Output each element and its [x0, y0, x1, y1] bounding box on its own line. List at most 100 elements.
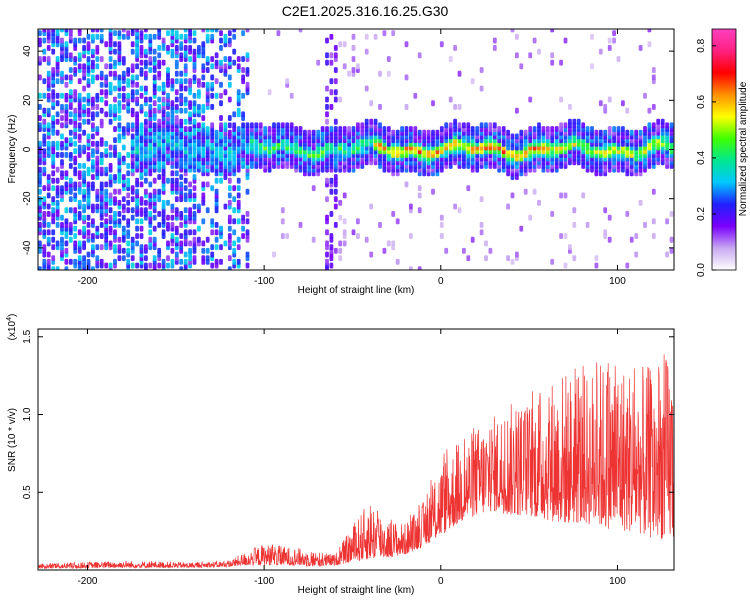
spectrogram-cell: [214, 92, 219, 99]
spectrogram-cell: [329, 233, 334, 239]
spectrogram-cell: [325, 59, 329, 66]
spectrogram-cell: [550, 211, 555, 217]
spectrogram-cell: [55, 118, 60, 125]
spectrogram-cell: [638, 199, 643, 206]
spectrogram-cell: [77, 63, 82, 70]
spectrogram-cell: [333, 96, 338, 103]
spectrogram-cell: [638, 129, 643, 136]
spectrogram-cell: [130, 29, 135, 33]
spectrogram-cell: [117, 41, 122, 48]
spectrogram-cell: [492, 37, 497, 44]
spectrogram-cell: [108, 56, 113, 62]
spectrogram-cell: [188, 181, 192, 188]
spectrogram-cell: [417, 129, 422, 136]
spectrogram-cell: [91, 122, 95, 129]
spectrogram-cell: [157, 262, 162, 269]
spectrogram-cell: [227, 74, 232, 81]
spectrogram-cell: [46, 258, 51, 265]
spectrogram-cell: [99, 107, 104, 114]
spectrogram-cell: [236, 107, 241, 114]
spectrogram-cell: [148, 192, 153, 199]
spectrogram-cell: [634, 251, 639, 258]
spectrogram-cell: [188, 240, 192, 247]
spectrogram-cell: [333, 222, 338, 228]
spectrogram-cell: [82, 37, 86, 44]
spectrogram-cell: [651, 233, 656, 239]
spectrogram-cell: [38, 222, 42, 228]
spectrogram-cell: [214, 177, 219, 184]
spectrogram-cell: [104, 89, 109, 96]
spectrogram-cell: [135, 177, 139, 184]
spectrogram-cell: [113, 188, 117, 195]
spectrogram-cell: [245, 52, 250, 59]
spectrogram-cell: [325, 258, 329, 265]
spectrogram-cell: [86, 118, 91, 125]
spectrogram-cell: [241, 122, 245, 129]
spectrogram-cell: [91, 203, 95, 210]
spectrogram-cell: [236, 177, 241, 184]
spectrogram-cell: [223, 89, 228, 96]
spectrogram-cell: [82, 85, 86, 92]
spectrogram-cell: [130, 122, 135, 129]
spectrogram-cell: [492, 45, 497, 51]
spectrogram-cell: [183, 177, 188, 184]
spectrogram-cell: [386, 240, 391, 247]
spectrogram-cell: [64, 92, 69, 99]
spectrogram-cell: [144, 85, 148, 92]
spectrogram-cell: [121, 255, 126, 262]
spectrogram-cell: [369, 118, 374, 125]
snr-panel: -200 -100 0 100 0.5 1.0 1.5 Height of straight…: [6, 314, 675, 596]
spectrogram-cell: [192, 74, 197, 81]
spectrogram-cell: [563, 122, 568, 129]
spectrogram-cell: [108, 163, 113, 169]
spectrogram-cell: [219, 244, 223, 251]
spectrogram-cell: [55, 240, 60, 247]
spectrogram-cell: [448, 56, 453, 62]
spectrogram-cell: [236, 89, 241, 96]
spectrogram-cell: [152, 74, 157, 81]
spectrogram-cell: [139, 207, 144, 214]
spectrogram-cell: [197, 203, 201, 210]
spectrogram-cell: [130, 196, 135, 203]
spectrogram-cell: [174, 70, 179, 77]
spectrogram-cell: [439, 233, 444, 239]
spectrogram-cell: [117, 255, 122, 262]
spectrogram-cell: [280, 218, 285, 225]
spectrogram-cell: [64, 74, 69, 81]
spectrogram-cell: [121, 33, 126, 40]
spectrogram-cell: [152, 100, 157, 107]
spectrogram-cell: [91, 59, 95, 66]
spectrogram-cell: [51, 177, 56, 184]
spectrogram-cell: [183, 118, 188, 125]
spectrogram-cell: [99, 222, 104, 228]
spectrogram-cell: [77, 78, 82, 85]
spectrogram-cell: [515, 133, 519, 140]
spectrogram-cell: [38, 122, 42, 129]
spectrogram-cell: [311, 236, 316, 243]
spectrogram-cell: [378, 70, 382, 77]
spectrogram-cell: [227, 177, 232, 184]
spectrogram-cell: [378, 122, 382, 129]
spectrogram-cell: [51, 207, 56, 214]
spectrogram-cell: [634, 129, 639, 136]
spectrogram-cell: [73, 56, 78, 62]
spectrogram-cell: [232, 218, 237, 225]
spectrogram-cell: [121, 174, 126, 180]
spectrogram-cell: [369, 251, 374, 258]
spectrogram-cell: [227, 214, 232, 221]
spectrogram-cell: [126, 92, 131, 99]
colorbar-tick-label: 0.4: [696, 151, 707, 165]
spectrogram-cell: [532, 188, 537, 195]
spectrogram-cell: [484, 122, 488, 129]
spectrogram-cell: [413, 126, 418, 132]
spectrogram-cell: [121, 85, 126, 92]
spectrogram-cell: [99, 244, 104, 251]
spectrogram-cell: [91, 48, 95, 55]
spectrogram-cell: [333, 196, 338, 203]
spectrogram-cell: [130, 255, 135, 262]
spectrogram-cell: [166, 199, 170, 206]
y-tick-label: 1.5: [22, 329, 33, 343]
spectrogram-cell: [298, 126, 303, 132]
spectrogram-cell: [139, 181, 144, 188]
spectrogram-cell: [183, 85, 188, 92]
